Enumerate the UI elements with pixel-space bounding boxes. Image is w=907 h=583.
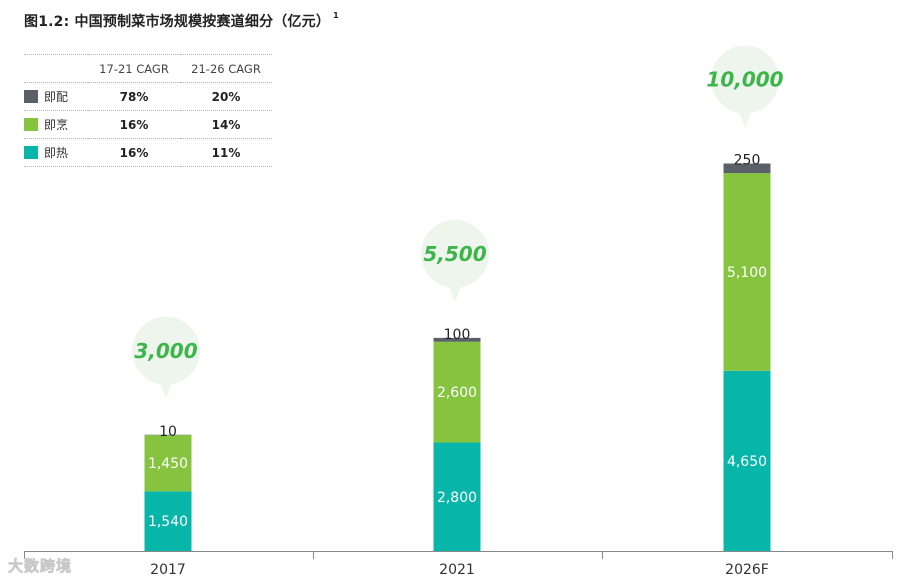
- cagr-17-21-peng: 16%: [88, 110, 180, 139]
- x-tick-label: 2017: [150, 562, 186, 578]
- chart-title-text: 图1.2: 中国预制菜市场规模按赛道细分（亿元）: [24, 14, 331, 30]
- legend-label-peng: 即烹: [44, 118, 69, 132]
- bar-top-value-label: 250: [734, 153, 761, 169]
- bar-segment-re: [723, 370, 771, 551]
- cagr-21-26-peng: 14%: [180, 110, 272, 139]
- chart-title: 图1.2: 中国预制菜市场规模按赛道细分（亿元） 1: [24, 11, 339, 31]
- cagr-row-peng: 即烹 16% 14%: [24, 110, 272, 139]
- cagr-table-header-row: 17-21 CAGR 21-26 CAGR: [24, 54, 272, 83]
- legend-swatch-peng: [24, 118, 38, 131]
- bar-segment-peng: [723, 173, 771, 371]
- cagr-17-21-peisong: 78%: [88, 82, 180, 111]
- legend-label-re: 即热: [44, 146, 69, 160]
- legend-swatch-re: [24, 146, 38, 159]
- legend-swatch-peisong: [24, 90, 38, 103]
- cagr-row-re: 即热 16% 11%: [24, 138, 272, 167]
- cagr-header-blank: [24, 54, 88, 83]
- bar-value-label: 1,450: [148, 456, 188, 472]
- cagr-row-label: 即烹: [24, 110, 88, 139]
- bar-segment-peng: [433, 341, 481, 443]
- cagr-row-peisong: 即配 78% 20%: [24, 82, 272, 111]
- total-value-label: 10,000: [706, 68, 783, 92]
- bar-top-value-label: 100: [444, 327, 471, 343]
- bar-value-label: 2,600: [437, 385, 477, 401]
- cagr-header-17-21: 17-21 CAGR: [88, 54, 180, 83]
- x-tick-label: 2026F: [725, 562, 769, 578]
- total-bubble-pointer: [159, 380, 173, 399]
- title-footnote: 1: [333, 11, 339, 21]
- bar-top-value-label: 10: [159, 424, 177, 440]
- total-bubble-pointer: [448, 283, 462, 302]
- bar-segment-re: [144, 491, 192, 551]
- bar-value-label: 4,650: [727, 454, 767, 470]
- bar-value-label: 5,100: [727, 265, 767, 281]
- bar-value-label: 2,800: [437, 490, 477, 506]
- cagr-row-label: 即配: [24, 82, 88, 111]
- x-tick-label: 2021: [439, 562, 475, 578]
- total-value-label: 3,000: [134, 339, 197, 363]
- cagr-row-label: 即热: [24, 138, 88, 167]
- legend-label-peisong: 即配: [44, 90, 69, 104]
- total-bubble: [711, 45, 779, 114]
- cagr-header-21-26: 21-26 CAGR: [180, 54, 272, 83]
- total-bubble-pointer: [738, 109, 752, 128]
- cagr-table: 17-21 CAGR 21-26 CAGR 即配 78% 20% 即烹 16% …: [24, 54, 272, 167]
- total-bubble: [132, 316, 200, 385]
- bar-segment-peisong: [723, 163, 771, 174]
- cagr-21-26-re: 11%: [180, 138, 272, 167]
- cagr-17-21-re: 16%: [88, 138, 180, 167]
- bar-segment-peng: [144, 435, 192, 492]
- bar-segment-re: [433, 442, 481, 551]
- cagr-21-26-peisong: 20%: [180, 82, 272, 111]
- total-bubble: [421, 219, 489, 288]
- bar-segment-peisong: [433, 337, 481, 342]
- watermark: 大数跨境: [8, 557, 73, 576]
- total-value-label: 5,500: [423, 242, 486, 266]
- bar-value-label: 1,540: [148, 514, 188, 530]
